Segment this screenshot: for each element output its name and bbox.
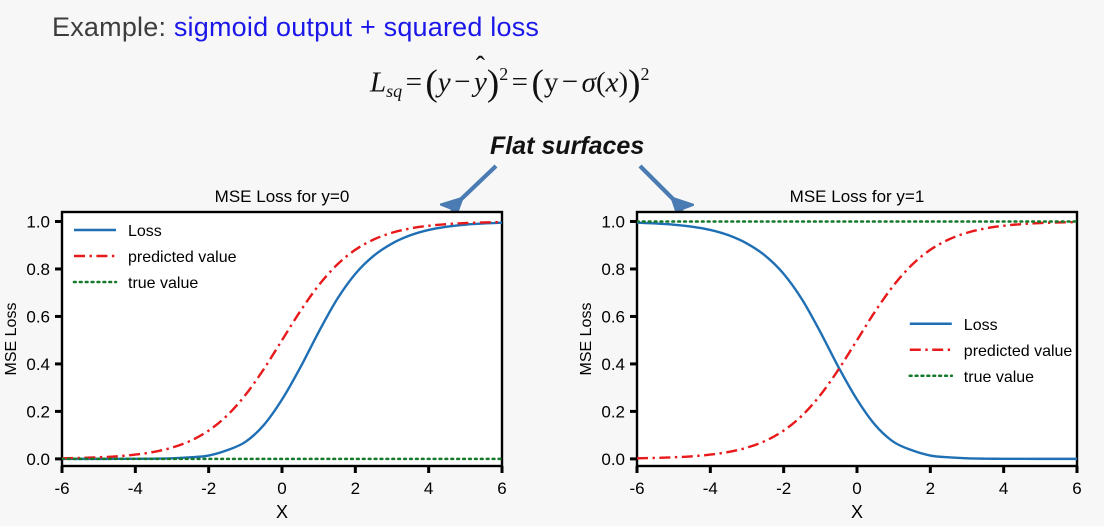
legend-label: true value — [128, 275, 198, 292]
chart-legend: Loss predicted value true value — [908, 317, 1073, 386]
y-axis-label: MSE Loss — [578, 303, 595, 376]
chart-canvas: MSE Loss for y=1 -6 -4 -2 0 2 4 6 X 0.0 0.2 0.4 0.6 0… — [578, 187, 1082, 522]
y-axis-tick-label: 1.0 — [601, 212, 625, 231]
loss-formula: Lsq=(y−̂y)2=(y−σ(x))2 — [370, 63, 650, 104]
x-axis-label: X — [276, 502, 288, 522]
x-axis-tick-label: -4 — [128, 479, 143, 498]
chart-legend: Loss predicted value true value — [72, 223, 237, 292]
chart-mse-loss-y0: MSE Loss for y=0 -6 -4 -2 0 2 4 6 X 0.0 0.2 0.4 0.6 0… — [0, 180, 529, 526]
series-line — [637, 220, 1077, 460]
legend-label: Loss — [128, 223, 162, 240]
y-axis-tick-label: 0.8 — [26, 260, 50, 279]
x-axis-tick-label: 6 — [1072, 479, 1081, 498]
series-line — [62, 220, 502, 460]
formula-yhat: ̂y — [474, 66, 487, 99]
legend-label: predicted value — [128, 249, 237, 266]
series-line — [637, 221, 1077, 461]
formula-equals-1: = — [405, 66, 422, 99]
x-axis-tick-label: -4 — [703, 479, 718, 498]
chart-mse-loss-y1: MSE Loss for y=1 -6 -4 -2 0 2 4 6 X 0.0 0.2 0.4 0.6 0… — [575, 180, 1104, 526]
legend-label: predicted value — [964, 343, 1073, 360]
y-axis-label: MSE Loss — [3, 303, 20, 376]
y-axis-tick-label: 0.4 — [601, 355, 625, 374]
formula-term1-hatvar: y — [473, 66, 487, 99]
x-axis-tick-label: -6 — [54, 479, 69, 498]
formula-power-1: 2 — [499, 64, 509, 85]
formula-term1-minus: − — [454, 66, 471, 99]
chart-title: MSE Loss for y=1 — [790, 187, 925, 206]
formula-sigma-arg: x — [605, 66, 619, 99]
legend-label: true value — [964, 369, 1034, 386]
formula-sigma: σ — [581, 66, 596, 99]
y-axis-tick-label: 0.8 — [601, 260, 625, 279]
y-axis-tick-label: 1.0 — [26, 212, 50, 231]
x-axis-tick-label: -2 — [201, 479, 216, 498]
flat-surfaces-annotation: Flat surfaces — [490, 132, 645, 160]
x-axis-tick-label: 2 — [926, 479, 935, 498]
x-axis-tick-label: 0 — [852, 479, 861, 498]
formula-term2-minus: − — [561, 66, 579, 99]
page-title-accent: sigmoid output + squared loss — [173, 12, 540, 42]
y-axis-tick-label: 0.0 — [26, 450, 50, 469]
arrow-to-left-chart — [440, 164, 498, 216]
formula-power-2: 2 — [640, 64, 650, 85]
x-axis-tick-label: 2 — [351, 479, 360, 498]
x-axis-tick-label: -6 — [629, 479, 644, 498]
x-axis-tick-label: -2 — [776, 479, 791, 498]
legend-label: Loss — [964, 317, 998, 334]
y-axis-tick-label: 0.4 — [26, 355, 50, 374]
y-axis-tick-label: 0.2 — [601, 402, 625, 421]
x-axis-label: X — [851, 502, 863, 522]
formula-lhs-base: L — [370, 66, 387, 99]
page-title-lead: Example: — [52, 12, 174, 42]
formula-term2-var: y — [543, 66, 559, 99]
y-axis-tick-label: 0.6 — [26, 307, 50, 326]
chart-canvas: MSE Loss for y=0 -6 -4 -2 0 2 4 6 X 0.0 0.2 0.4 0.6 0… — [3, 187, 507, 522]
x-axis-tick-label: 6 — [497, 479, 506, 498]
y-axis-tick-label: 0.6 — [601, 307, 625, 326]
formula-equals-2: = — [511, 66, 528, 99]
x-axis-tick-label: 4 — [999, 479, 1008, 498]
arrow-to-right-chart — [638, 164, 694, 216]
formula-lhs-subscript: sq — [386, 81, 403, 102]
x-axis-tick-label: 0 — [277, 479, 286, 498]
y-axis-tick-label: 0.0 — [601, 450, 625, 469]
formula-term1-var: y — [437, 66, 451, 99]
x-axis-tick-label: 4 — [424, 479, 433, 498]
y-axis-tick-label: 0.2 — [26, 402, 50, 421]
page-title: Example: sigmoid output + squared loss — [52, 12, 539, 43]
chart-title: MSE Loss for y=0 — [215, 187, 350, 206]
